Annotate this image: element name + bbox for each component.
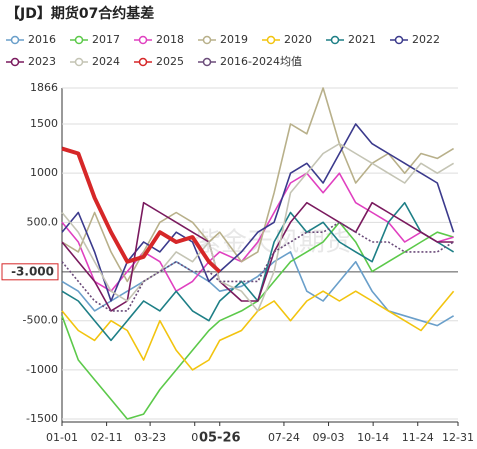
y-tick-label: 1500 <box>30 117 58 130</box>
legend-item: 2023 <box>6 55 56 68</box>
legend-marker <box>10 57 20 67</box>
y-tick-label: -1500 <box>26 412 58 425</box>
x-tick-label: 09-03 <box>313 431 345 444</box>
legend-label: 2016 <box>28 33 56 46</box>
x-tick-label: 01-01 <box>46 431 78 444</box>
legend-marker <box>202 57 212 67</box>
series-line <box>61 142 455 312</box>
legend-label: 2023 <box>28 55 56 68</box>
legend-label: 2018 <box>156 33 184 46</box>
legend-marker <box>266 35 276 45</box>
y-tick-label: 1866 <box>30 81 58 94</box>
legend-label: 2024 <box>92 55 120 68</box>
series-line <box>61 123 455 302</box>
legend-marker <box>10 35 20 45</box>
legend-item: 2016 <box>6 33 56 46</box>
legend-marker <box>394 35 404 45</box>
legend-label: 2021 <box>348 33 376 46</box>
legend-marker <box>202 35 212 45</box>
y-tick-highlight <box>1 263 59 281</box>
legend-item: 2025 <box>134 55 184 68</box>
legend-item: 2019 <box>198 33 248 46</box>
series-line <box>61 221 455 312</box>
legend-label: 2020 <box>284 33 312 46</box>
x-tick-label: 10-14 <box>357 431 389 444</box>
legend-item: 2021 <box>326 33 376 46</box>
y-tick-label: 1000 <box>30 166 58 179</box>
x-tick-label: 03-23 <box>134 431 166 444</box>
y-tick-label: 500.0 <box>27 215 59 228</box>
legend-item: 2017 <box>70 33 120 46</box>
legend-marker <box>74 57 84 67</box>
legend-item: 2016-2024均值 <box>198 55 302 68</box>
x-tick-label: 12-31 <box>442 431 474 444</box>
x-tick-label: 07-24 <box>268 431 300 444</box>
legend-marker <box>138 57 148 67</box>
y-tick-label: -1000 <box>26 363 58 376</box>
chart-title: 【JD】期货07合约基差 <box>6 5 154 22</box>
legend-marker <box>74 35 84 45</box>
series-line <box>61 290 455 371</box>
y-tick-label: -500.0 <box>23 314 58 327</box>
series-line <box>61 146 222 274</box>
x-tick-label: 11-24 <box>402 431 434 444</box>
x-tick-label: 0 <box>191 431 198 444</box>
legend-marker <box>330 35 340 45</box>
legend-item: 2020 <box>262 33 312 46</box>
legend-label: 2019 <box>220 33 248 46</box>
legend-item: 2022 <box>390 33 440 46</box>
x-tick-label: 05-26 <box>199 431 241 446</box>
legend-item: 2024 <box>70 55 120 68</box>
legend-label: 2022 <box>412 33 440 46</box>
legend-label: 2025 <box>156 55 184 68</box>
legend-item: 2018 <box>134 33 184 46</box>
legend-marker <box>138 35 148 45</box>
legend-label: 2016-2024均值 <box>220 55 302 68</box>
y-tick-label: -3.000 <box>11 264 54 278</box>
x-tick-label: 02-11 <box>91 431 123 444</box>
legend-label: 2017 <box>92 33 120 46</box>
